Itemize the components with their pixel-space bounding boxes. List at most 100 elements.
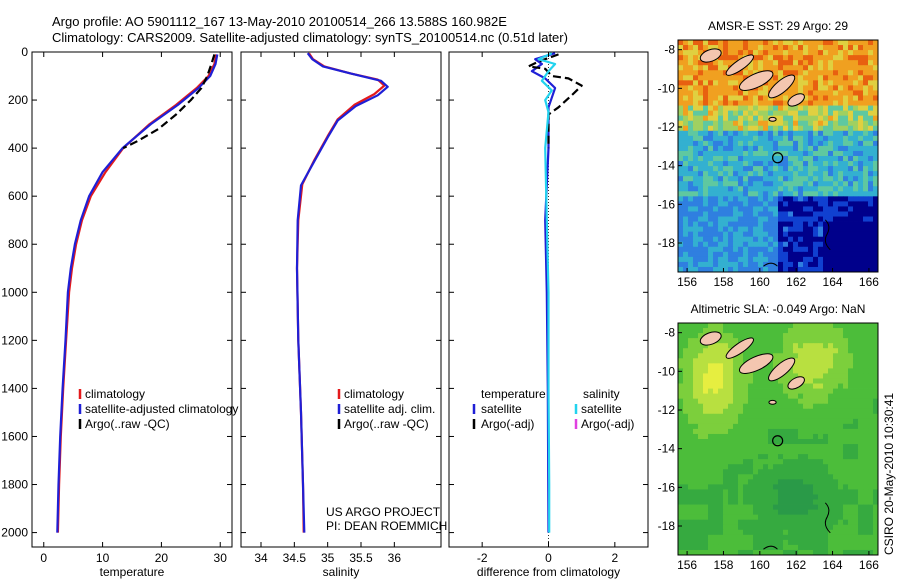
map-cell [743,433,749,440]
x-tick-label: 2 [611,551,618,565]
map-cell [793,534,799,541]
map-cell [798,85,804,91]
map-cell [733,236,739,243]
map-cell [723,60,729,66]
map-cell [743,358,749,364]
map-cell [848,60,854,66]
map-cell [688,181,694,187]
map-cell [743,494,749,500]
map-cell [753,231,759,238]
map-cell [708,140,714,147]
map-cell [753,110,759,117]
map-cell [733,509,739,516]
map-cell [783,474,789,480]
map-cell [798,398,804,405]
map-cell [818,484,824,490]
map-cell [858,393,864,400]
map-cell [838,479,844,485]
map-cell [743,100,749,106]
map-cell [768,323,774,329]
map-cell [698,236,704,243]
map-cell [843,343,849,349]
map-cell [853,509,859,516]
map-cell [768,368,774,374]
map-cell [808,549,814,555]
map-cell [803,338,809,344]
map-cell [713,343,719,349]
map-cell [688,236,694,243]
map-cell [823,266,829,272]
figure-title-line1: Argo profile: AO 5901112_167 13-May-2010… [52,14,507,29]
map-cell [853,256,859,263]
map-cell [853,45,859,51]
map-cell [693,539,699,546]
map-cell [808,135,814,142]
map-cell [853,363,859,369]
map-cell [753,529,759,536]
map-cell [808,524,814,531]
map-cell [853,145,859,152]
map-cell [743,464,749,470]
map-cell [683,191,689,197]
map-cell [803,181,809,187]
map-cell [698,378,704,384]
map-cell [858,418,864,425]
map-cell [813,246,819,253]
map-cell [873,323,878,329]
map-cell [823,378,829,384]
map-cell [728,383,734,389]
map-cell [828,514,834,521]
map-cell [713,348,719,354]
map-cell [748,433,754,440]
map-cell [733,489,739,495]
map-cell [758,338,764,344]
map-cell [798,45,804,51]
map-cell [793,474,799,480]
map-cell [688,338,694,344]
map-cell [828,338,834,344]
map-cell [743,353,749,359]
map-cell [733,125,739,132]
map-cell [683,115,689,122]
map-cell [848,398,854,405]
map-cell [798,65,804,71]
map-cell [853,181,859,187]
map-cell [813,231,819,238]
map-cell [743,539,749,546]
map-cell [833,418,839,425]
map-cell [808,140,814,147]
map-cell [678,449,684,455]
map-cell [843,130,849,137]
map-cell [843,484,849,490]
map-cell [718,519,724,526]
project-note-line2: PI: DEAN ROEMMICH [326,519,447,533]
map-cell [863,408,869,415]
map-cell [798,130,804,137]
map-cell [768,125,774,132]
map-cell [723,504,729,511]
map-cell [698,413,704,420]
map-cell [868,484,874,490]
map-cell [823,368,829,374]
map-cell [818,186,824,192]
map-cell [838,156,844,162]
map-cell [858,428,864,435]
map-cell [678,343,684,349]
map-cell [748,398,754,405]
map-cell [838,549,844,555]
map-cell [703,529,709,536]
map-cell [703,358,709,364]
map-cell [688,509,694,516]
map-cell [683,358,689,364]
map-cell [778,383,784,389]
map-cell [733,171,739,177]
map-cell [768,433,774,440]
map-cell [873,251,878,258]
map-cell [858,469,864,475]
map-cell [793,439,799,445]
map-cell [708,343,714,349]
map-cell [728,120,734,127]
map-cell [828,343,834,349]
map-cell [743,459,749,465]
map-cell [708,534,714,541]
